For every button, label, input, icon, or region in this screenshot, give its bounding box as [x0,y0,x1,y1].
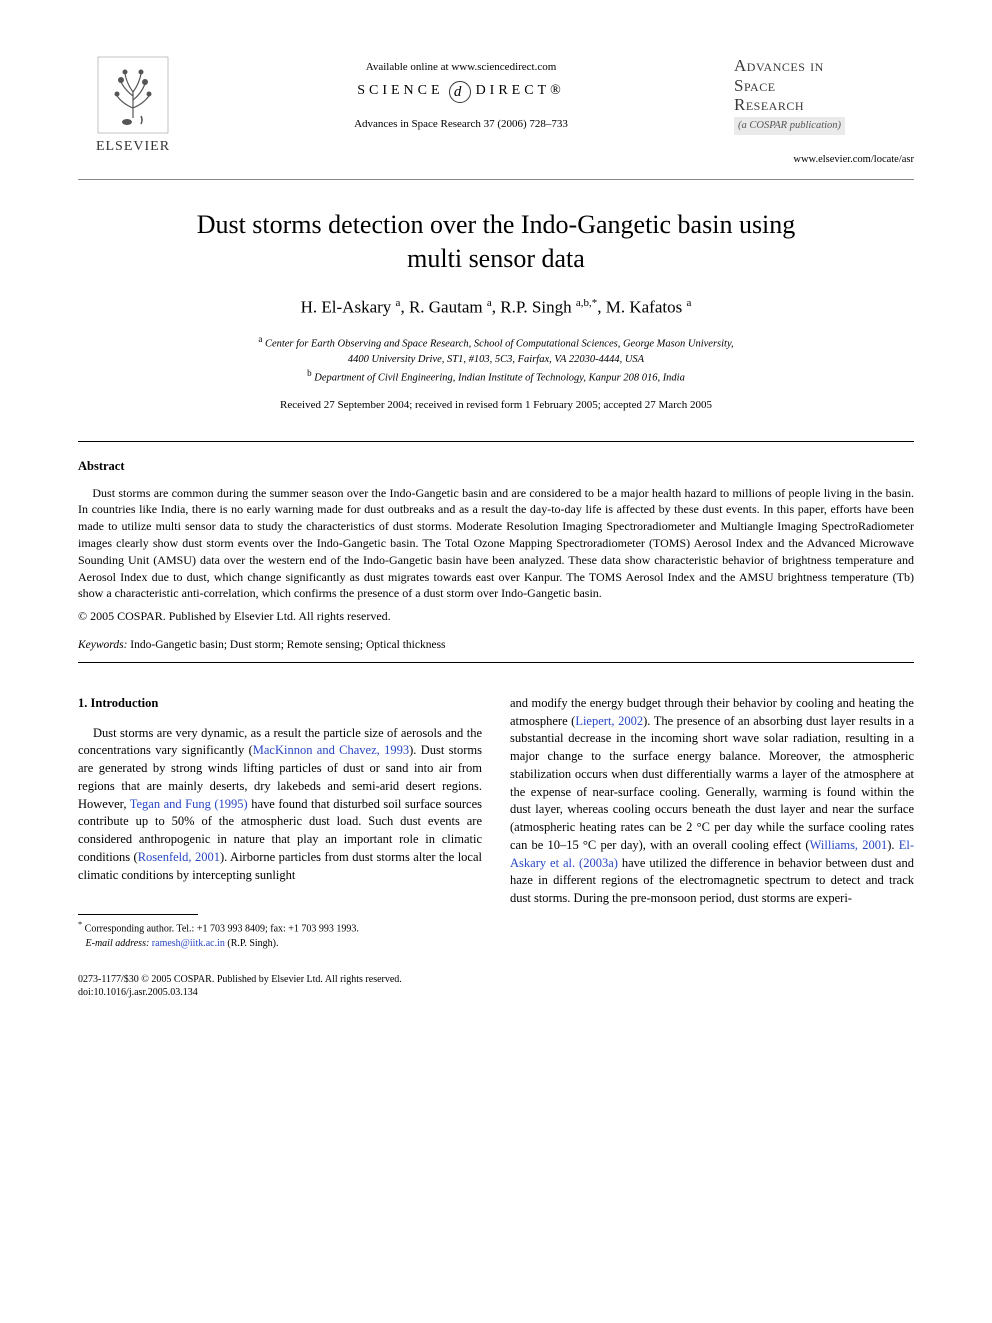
affil-b-sup: b [307,368,312,378]
journal-block: Advances in Space Research (a COSPAR pub… [734,56,914,167]
jt-l3: Research [734,95,804,114]
author-3: R.P. Singh [500,297,571,316]
intro-paragraph: Dust storms are very dynamic, as a resul… [78,725,482,885]
abstract-rule-top [78,441,914,442]
column-left: 1. Introduction Dust storms are very dyn… [78,695,482,951]
keywords-list: Indo-Gangetic basin; Dust storm; Remote … [127,639,445,651]
copyright-line: © 2005 COSPAR. Published by Elsevier Ltd… [78,608,914,624]
c2-c: ). [887,838,898,852]
sd-d-icon: d [449,81,471,103]
footnote-email-label: E-mail address: [86,938,150,949]
elsevier-tree-icon [97,56,169,134]
authors-line: H. El-Askary a, R. Gautam a, R.P. Singh … [78,296,914,320]
footnote-corr-text: Corresponding author. Tel.: +1 703 993 8… [82,924,359,935]
abstract-body: Dust storms are common during the summer… [78,485,914,603]
abstract-rule-bottom [78,662,914,663]
footnote-rule [78,914,198,915]
page-footer: 0273-1177/$30 © 2005 COSPAR. Published b… [78,973,914,1000]
sd-post: DIRECT® [476,82,565,101]
journal-url: www.elsevier.com/locate/asr [734,153,914,167]
article-title: Dust storms detection over the Indo-Gang… [78,208,914,276]
footer-copyright: 0273-1177/$30 © 2005 COSPAR. Published b… [78,973,914,987]
footnote-email-tail: (R.P. Singh). [225,938,279,949]
author-2: R. Gautam [409,297,483,316]
ref-williams[interactable]: Williams, 2001 [810,838,888,852]
affil-b: Department of Civil Engineering, Indian … [314,373,685,384]
affil-a-sup: a [258,334,262,344]
abstract-heading: Abstract [78,458,914,475]
affil-a-l1: Center for Earth Observing and Space Res… [265,339,734,350]
column-right: and modify the energy budget through the… [510,695,914,951]
author-2-aff: a [487,297,492,309]
header-row: ELSEVIER Available online at www.science… [78,56,914,167]
sciencedirect-logo: SCIENCE d DIRECT® [188,81,734,103]
jt-l1: Advances in [734,56,824,75]
intro-paragraph-cont: and modify the energy budget through the… [510,695,914,908]
corresponding-footnote: * Corresponding author. Tel.: +1 703 993… [78,919,482,950]
publisher-name: ELSEVIER [96,138,170,157]
keywords-line: Keywords: Indo-Gangetic basin; Dust stor… [78,638,914,654]
affiliations: a Center for Earth Observing and Space R… [78,333,914,386]
author-4: M. Kafatos [606,297,682,316]
ref-tegan[interactable]: Tegan and Fung (1995) [130,797,248,811]
keywords-label: Keywords: [78,639,127,651]
author-1: H. El-Askary [301,297,392,316]
c2-b: ). The presence of an absorbing dust lay… [510,714,914,852]
publisher-block: ELSEVIER [78,56,188,157]
section-1-heading: 1. Introduction [78,695,482,713]
title-line1: Dust storms detection over the Indo-Gang… [197,210,796,239]
footer-doi: doi:10.1016/j.asr.2005.03.134 [78,986,914,1000]
affil-a-l2: 4400 University Drive, ST1, #103, 5C3, F… [348,354,644,365]
journal-subtitle: (a COSPAR publication) [734,117,845,135]
header-rule [78,179,914,180]
author-3-aff: a,b,* [576,297,597,309]
journal-reference: Advances in Space Research 37 (2006) 728… [188,117,734,132]
ref-liepert[interactable]: Liepert, 2002 [575,714,643,728]
title-line2: multi sensor data [407,244,585,273]
journal-title: Advances in Space Research [734,56,914,115]
header-center: Available online at www.sciencedirect.co… [188,56,734,132]
body-two-column: 1. Introduction Dust storms are very dyn… [78,695,914,951]
jt-l2: Space [734,76,776,95]
footnote-email[interactable]: ramesh@iitk.ac.in [152,938,225,949]
author-4-aff: a [686,297,691,309]
sd-pre: SCIENCE [357,82,443,101]
ref-mackinnon[interactable]: MacKinnon and Chavez, 1993 [253,743,409,757]
ref-rosenfeld[interactable]: Rosenfeld, 2001 [138,850,220,864]
author-1-aff: a [396,297,401,309]
abstract-text: Dust storms are common during the summer… [78,486,914,601]
available-online-text: Available online at www.sciencedirect.co… [188,60,734,75]
article-dates: Received 27 September 2004; received in … [78,398,914,413]
